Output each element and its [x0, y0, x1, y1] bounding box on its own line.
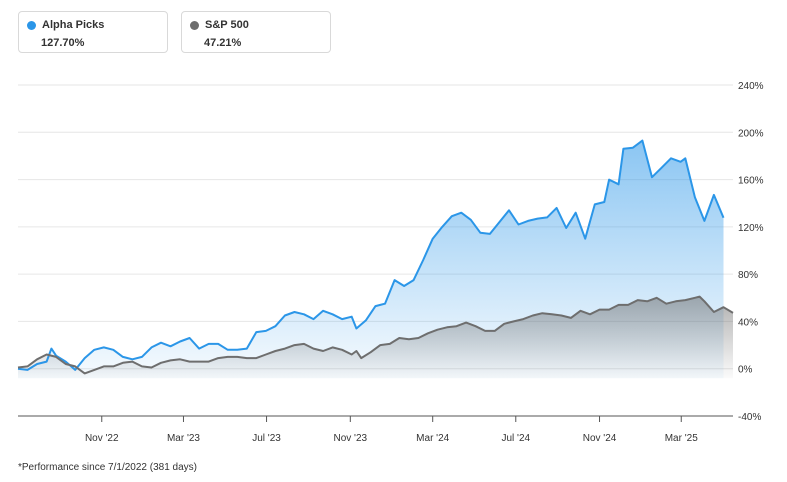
y-tick-label: 40% [738, 317, 758, 328]
legend-card-sp500[interactable]: S&P 500 47.21% [181, 11, 331, 53]
legend-card-alpha-picks[interactable]: Alpha Picks 127.70% [18, 11, 168, 53]
legend-label-alpha-picks: Alpha Picks [42, 19, 105, 31]
x-tick-label: Nov '24 [583, 433, 617, 444]
alpha-picks-dot-icon [27, 20, 36, 30]
x-tick-label: Jul '23 [252, 433, 281, 444]
x-tick-label: Mar '24 [416, 433, 449, 444]
y-tick-label: 160% [738, 176, 764, 187]
x-axis [18, 415, 733, 422]
x-tick-label: Mar '23 [167, 433, 200, 444]
line-alpha-picks [17, 139, 725, 371]
legend-value-sp500: 47.21% [204, 37, 242, 49]
sp500-dot-icon [190, 20, 199, 30]
series-lines [17, 139, 734, 375]
y-tick-label: 240% [738, 81, 764, 92]
y-tick-label: -40% [738, 412, 761, 423]
x-tick-label: Mar '25 [665, 433, 698, 444]
line-s-p-500 [17, 295, 734, 375]
y-tick-label: 0% [738, 365, 753, 376]
y-tick-label: 120% [738, 223, 764, 234]
y-tick-label: 200% [738, 128, 764, 139]
legend-value-alpha-picks: 127.70% [41, 37, 85, 49]
area-s-p-500 [18, 296, 733, 379]
x-tick-label: Jul '24 [501, 433, 530, 444]
y-tick-label: 80% [738, 270, 758, 281]
x-tick-label: Nov '22 [85, 433, 119, 444]
performance-footnote: *Performance since 7/1/2022 (381 days) [18, 462, 197, 473]
x-tick-label: Nov '23 [334, 433, 368, 444]
tick-labels: 240% 200% 160% 120% 80% 40% 0% -40% Nov '22 Mar '… [85, 81, 764, 444]
series-areas [18, 140, 733, 379]
legend-label-sp500: S&P 500 [205, 19, 249, 31]
